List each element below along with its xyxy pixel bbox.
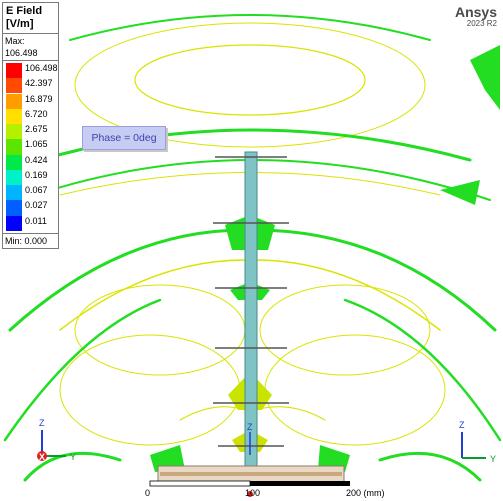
antenna-model[interactable]: [157, 151, 345, 485]
legend-title-line1: E Field: [6, 5, 43, 17]
ruler-end-label: 200 (mm): [346, 488, 385, 498]
field-patches: [20, 45, 500, 472]
legend-level-value: 2.675: [25, 124, 48, 135]
legend-swatch: [6, 185, 22, 201]
field-legend: E Field [V/m] Max: 106.498 106.498 42.397…: [2, 2, 59, 249]
legend-swatch: [6, 169, 22, 186]
axis-triad-left: [37, 430, 66, 461]
triad-right-z-label: Z: [459, 420, 465, 430]
legend-level-value: 0.011: [25, 215, 47, 226]
legend-level-value: 0.067: [25, 185, 48, 196]
triad-left-y-label: Y: [70, 452, 76, 462]
legend-swatch: [6, 78, 22, 94]
legend-title: E Field [V/m]: [3, 3, 58, 33]
legend-swatch: [6, 108, 22, 124]
legend-level-value: 0.027: [25, 200, 48, 211]
triad-center-z-label: Z: [247, 422, 253, 432]
legend-color-scale: 106.498 42.397 16.879 6.720 2.675 1.065 0.424 0…: [3, 60, 58, 233]
legend-level-value: 16.879: [25, 93, 53, 104]
scale-ruler: [149, 480, 350, 487]
legend-swatch: [6, 215, 22, 231]
legend-level-value: 6.720: [25, 108, 48, 119]
legend-level-value: 0.169: [25, 169, 48, 180]
legend-swatch: [6, 93, 22, 109]
legend-min: Min: 0.000: [3, 233, 58, 248]
ruler-mid-label: 100: [245, 488, 261, 498]
triad-left-x-label: X: [39, 452, 45, 462]
legend-swatch: [6, 200, 22, 216]
legend-title-line2: [V/m]: [6, 18, 34, 30]
triad-right-y-label: Y: [490, 454, 496, 464]
ruler-zero-label: 0: [145, 488, 151, 498]
legend-level-value: 106.498: [25, 63, 58, 73]
triad-left-z-label: Z: [39, 418, 45, 428]
legend-max: Max: 106.498: [3, 33, 58, 60]
legend-level-value: 1.065: [25, 139, 48, 150]
axis-triad-center: [247, 432, 253, 497]
ansys-logo: Ansys 2023 R2: [455, 5, 497, 28]
brand-version: 2023 R2: [466, 19, 497, 28]
legend-level-value: 0.424: [25, 154, 48, 165]
legend-swatch: [6, 124, 22, 140]
legend-level-value: 42.397: [25, 78, 53, 89]
legend-swatch: [6, 154, 22, 170]
axis-triad-right: [461, 432, 486, 459]
legend-swatch: [6, 63, 22, 79]
legend-swatch: [6, 139, 22, 155]
brand-name: Ansys: [454, 4, 497, 20]
phase-annotation[interactable]: Phase = 0deg: [82, 126, 166, 150]
